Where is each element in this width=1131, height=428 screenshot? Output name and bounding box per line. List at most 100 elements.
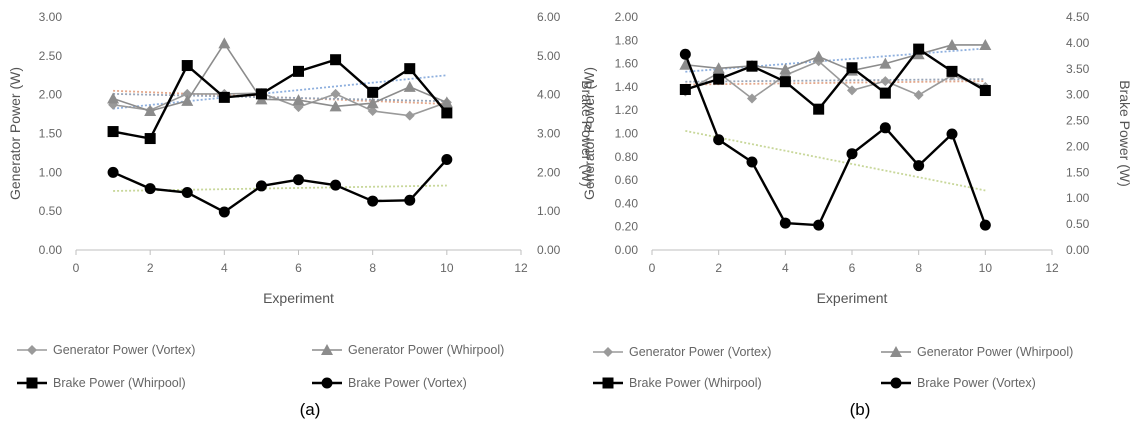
y-left-tick-label: 1.40: [615, 80, 639, 94]
series-gen-whirpool: [107, 37, 453, 116]
legend-item-gen-vortex: Generator Power (Vortex): [593, 345, 771, 359]
data-point: [879, 57, 892, 69]
y-left-tick-label: 0.60: [615, 173, 639, 187]
y-right-tick-label: 1.00: [537, 204, 561, 218]
x-tick-label: 0: [73, 261, 80, 275]
legend-label: Brake Power (Whirpool): [53, 376, 186, 390]
data-point: [679, 58, 692, 70]
y-right-tick-label: 6.00: [537, 10, 561, 24]
legend: Generator Power (Vortex) Generator Power …: [593, 345, 1073, 390]
data-point: [979, 38, 992, 50]
series-brake-whirpool: [679, 43, 991, 115]
legend-label: Generator Power (Vortex): [629, 345, 771, 359]
legend-label: Generator Power (Whirpool): [917, 345, 1073, 359]
series-line: [684, 53, 987, 227]
y-right-axis-title: Brake Power (W): [1117, 80, 1131, 187]
y-right-tick-label: 5.00: [537, 49, 561, 63]
data-point: [979, 85, 991, 97]
y-right-tick-label: 3.00: [1066, 88, 1090, 102]
x-tick-label: 6: [295, 261, 302, 275]
series-brake-vortex: [679, 48, 991, 231]
data-point: [913, 43, 925, 55]
legend-label: Brake Power (Vortex): [348, 376, 467, 390]
x-tick-label: 4: [782, 261, 789, 275]
x-tick-label: 12: [514, 261, 528, 275]
data-point: [144, 104, 157, 116]
x-tick-label: 10: [440, 261, 454, 275]
data-point: [292, 94, 305, 106]
y-right-tick-label: 2.00: [1066, 139, 1090, 153]
y-left-axis-title: Generator Power (W): [7, 67, 23, 200]
data-point: [812, 50, 825, 62]
y-left-tick-label: 3.00: [39, 10, 63, 24]
y-right-tick-label: 4.50: [1066, 10, 1090, 24]
y-right-tick-label: 2.50: [1066, 114, 1090, 128]
y-left-tick-label: 1.00: [615, 127, 639, 141]
y-right-tick-label: 2.00: [537, 165, 561, 179]
y-right-tick-label: 3.50: [1066, 62, 1090, 76]
legend-item-gen-whirpool: Generator Power (Whirpool): [881, 345, 1073, 359]
legend-label: Generator Power (Whirpool): [348, 343, 504, 357]
data-point: [107, 126, 119, 138]
data-point: [255, 180, 267, 192]
legend-item-brake-whirpool: Brake Power (Whirpool): [17, 376, 186, 390]
data-point: [107, 92, 120, 104]
data-point: [846, 62, 858, 74]
legend-marker: [602, 377, 614, 389]
x-tick-label: 6: [849, 261, 856, 275]
data-point: [880, 76, 891, 87]
series-line: [684, 47, 986, 111]
y-left-tick-label: 0.40: [615, 196, 639, 210]
y-right-tick-label: 1.50: [1066, 165, 1090, 179]
data-point: [746, 60, 758, 72]
legend-item-brake-vortex: Brake Power (Vortex): [312, 376, 467, 390]
legend-marker: [321, 377, 333, 389]
x-tick-label: 8: [915, 261, 922, 275]
y-left-tick-label: 0.00: [615, 243, 639, 257]
series-brake-vortex: [107, 154, 453, 218]
x-axis-title: Experiment: [263, 290, 334, 306]
data-point: [946, 65, 958, 77]
chart-panel-a: 0 2 4 6 8 10 12 0.00 0.50 1.00 1.50 2.00 2.50 3.00 0.0…: [7, 10, 595, 419]
chart-panel-b: 0 2 4 6 8 10 12 0.00 0.20 0.40 0.60 0.80 1.00 1.20 1.4…: [581, 10, 1131, 419]
data-point: [712, 62, 725, 74]
x-tick-label: 12: [1045, 261, 1059, 275]
data-point: [293, 65, 304, 77]
data-point: [847, 85, 857, 96]
data-point: [255, 88, 267, 100]
data-point: [879, 122, 891, 134]
data-point: [979, 219, 991, 231]
legend-label: Generator Power (Vortex): [53, 343, 195, 357]
legend-item-brake-vortex: Brake Power (Vortex): [881, 376, 1036, 390]
y-right-tick-label: 0.50: [1066, 217, 1090, 231]
x-tick-label: 0: [649, 261, 656, 275]
data-point: [679, 48, 691, 60]
x-tick-label: 8: [369, 261, 376, 275]
x-tick-label: 2: [147, 261, 154, 275]
data-point: [441, 154, 453, 166]
legend: Generator Power (Vortex) Generator Power …: [17, 343, 504, 390]
data-point: [293, 174, 304, 186]
data-point: [181, 60, 193, 72]
trendline-brake-vortex: [685, 130, 986, 192]
data-point: [679, 83, 691, 95]
legend-label: Brake Power (Vortex): [917, 376, 1036, 390]
data-point: [846, 148, 858, 160]
data-point: [747, 93, 757, 104]
x-tick-label: 2: [715, 261, 722, 275]
series-line: [685, 44, 986, 72]
data-point: [913, 160, 925, 172]
x-tick-label: 10: [979, 261, 993, 275]
data-point: [879, 87, 891, 99]
legend-marker: [27, 345, 37, 355]
data-point: [440, 96, 453, 108]
y-right-tick-label: 0.00: [1066, 243, 1090, 257]
legend-marker: [890, 377, 902, 389]
data-point: [367, 105, 378, 116]
y-left-tick-label: 2.50: [39, 49, 63, 63]
data-point: [107, 166, 119, 178]
data-point: [913, 90, 924, 101]
data-point: [330, 54, 342, 66]
data-point: [144, 183, 156, 195]
